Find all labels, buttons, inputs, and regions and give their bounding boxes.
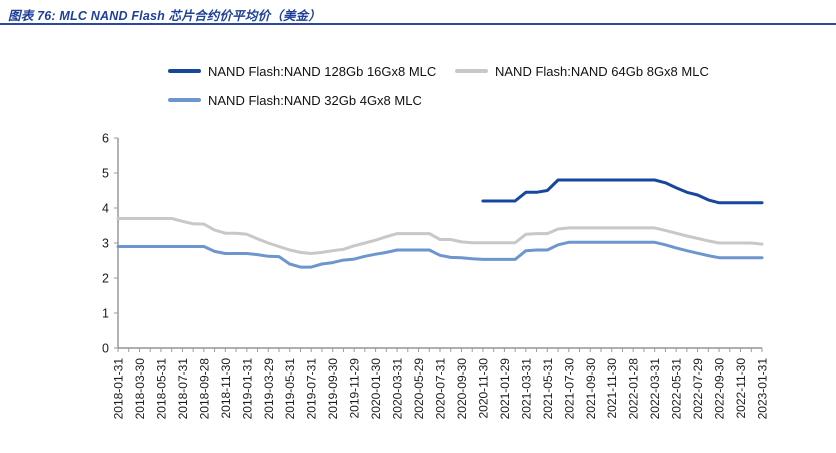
legend-item-32gb: NAND Flash:NAND 32Gb 4Gx8 MLC [168,92,422,108]
x-tick-label: 2020-09-30 [455,358,469,420]
x-tick-label: 2019-11-29 [348,358,362,419]
x-tick-label: 2020-03-31 [391,358,405,420]
page-header: 图表 76: MLC NAND Flash 芯片合约价平均价（美金） [0,0,836,25]
legend-label-32gb: NAND Flash:NAND 32Gb 4Gx8 MLC [208,92,422,108]
y-tick-label: 2 [102,272,109,286]
x-tick-label: 2018-07-31 [176,358,190,420]
x-tick-label: 2020-05-29 [412,358,426,420]
x-tick-label: 2022-07-29 [691,358,705,420]
x-tick-label: 2021-01-29 [498,358,512,420]
series-line-0 [481,178,764,205]
x-tick-label: 2021-07-30 [562,358,576,420]
x-tick-label: 2022-01-28 [627,358,641,420]
x-tick-label: 2018-05-31 [154,358,168,420]
x-tick-label: 2020-07-31 [434,358,448,420]
x-tick-label: 2022-09-30 [713,358,727,420]
legend-swatch-32gb-icon [168,98,201,102]
x-tick-label: 2018-09-28 [197,358,211,420]
x-tick-label: 2020-11-30 [476,358,490,419]
x-tick-label: 2021-11-30 [605,358,619,419]
y-tick-label: 1 [102,307,109,321]
x-tick-label: 2021-03-31 [519,358,533,420]
x-tick-label: 2023-01-31 [756,358,770,420]
x-tick-label: 2019-07-31 [305,358,319,420]
y-tick-label: 4 [102,202,109,216]
x-tick-label: 2019-03-29 [262,358,276,420]
legend-swatch-64gb-icon [455,69,488,73]
x-tick-label: 2018-01-31 [112,358,126,420]
legend-item-64gb: NAND Flash:NAND 64Gb 8Gx8 MLC [455,63,709,79]
legend-label-64gb: NAND Flash:NAND 64Gb 8Gx8 MLC [495,63,709,79]
y-tick-label: 5 [102,167,109,181]
x-tick-label: 2019-05-31 [283,358,297,420]
x-tick-label: 2022-11-30 [734,358,748,419]
x-tick-label: 2022-03-31 [648,358,662,420]
y-tick-label: 3 [102,237,109,251]
y-tick-label: 0 [102,342,109,356]
x-tick-label: 2021-09-30 [584,358,598,420]
x-tick-label: 2019-09-30 [326,358,340,420]
series-line-1 [116,217,764,255]
x-tick-label: 2018-03-30 [133,358,147,420]
chart-title: 图表 76: MLC NAND Flash 芯片合约价平均价（美金） [8,9,322,23]
legend-label-128gb: NAND Flash:NAND 128Gb 16Gx8 MLC [208,63,437,79]
x-tick-label: 2019-01-31 [240,358,254,420]
y-tick-label: 6 [102,132,109,146]
series-line-2 [116,240,764,269]
x-tick-label: 2020-01-30 [369,358,383,420]
legend-swatch-128gb-icon [168,69,201,73]
x-tick-label: 2018-11-30 [219,358,233,419]
legend: NAND Flash:NAND 128Gb 16Gx8 MLC NAND Fla… [0,0,836,120]
legend-item-128gb: NAND Flash:NAND 128Gb 16Gx8 MLC [168,63,437,79]
x-tick-label: 2021-05-31 [541,358,555,420]
x-tick-label: 2022-05-31 [670,358,684,420]
